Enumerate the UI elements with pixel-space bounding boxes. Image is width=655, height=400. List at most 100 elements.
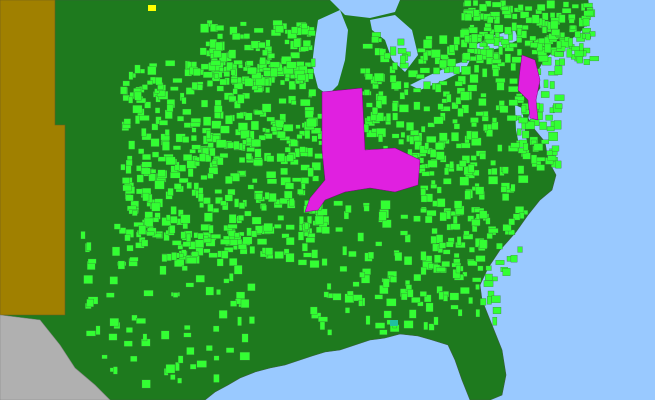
county bbox=[230, 300, 237, 307]
county bbox=[135, 115, 140, 125]
county bbox=[159, 265, 167, 275]
county bbox=[133, 222, 144, 227]
county bbox=[508, 99, 518, 106]
county bbox=[300, 99, 311, 107]
county bbox=[177, 355, 184, 364]
county bbox=[240, 299, 250, 308]
county bbox=[95, 325, 101, 335]
county bbox=[244, 112, 253, 121]
county bbox=[490, 11, 501, 17]
county bbox=[172, 78, 183, 83]
county bbox=[301, 243, 308, 252]
county bbox=[533, 143, 544, 151]
county bbox=[177, 115, 184, 122]
county bbox=[203, 248, 211, 254]
county bbox=[375, 100, 382, 109]
county bbox=[468, 26, 478, 34]
county bbox=[200, 175, 208, 180]
county bbox=[252, 178, 258, 184]
county bbox=[290, 139, 298, 147]
county bbox=[561, 8, 572, 14]
county bbox=[471, 33, 478, 43]
county bbox=[467, 84, 478, 92]
county bbox=[502, 224, 512, 232]
county bbox=[409, 309, 417, 319]
county bbox=[530, 42, 538, 48]
county bbox=[227, 188, 236, 196]
county bbox=[374, 294, 383, 300]
county bbox=[493, 37, 500, 46]
county bbox=[383, 310, 392, 319]
county bbox=[510, 142, 520, 149]
county bbox=[403, 320, 414, 329]
county bbox=[486, 233, 493, 239]
county bbox=[462, 52, 471, 61]
county bbox=[244, 210, 252, 217]
county bbox=[321, 258, 328, 266]
county bbox=[517, 246, 523, 253]
county bbox=[495, 260, 505, 265]
county bbox=[86, 298, 94, 308]
county bbox=[536, 164, 545, 171]
county bbox=[520, 11, 530, 19]
county bbox=[267, 53, 275, 59]
county bbox=[154, 180, 165, 190]
county bbox=[215, 197, 223, 204]
county bbox=[314, 153, 324, 159]
county bbox=[482, 68, 488, 78]
county bbox=[491, 58, 502, 64]
county bbox=[491, 1, 502, 8]
county bbox=[266, 178, 277, 185]
county bbox=[193, 68, 201, 76]
county bbox=[280, 167, 288, 175]
county bbox=[265, 128, 270, 133]
county bbox=[400, 55, 406, 64]
county bbox=[536, 4, 546, 12]
county bbox=[203, 197, 211, 205]
county bbox=[270, 67, 278, 77]
county bbox=[218, 67, 224, 72]
county bbox=[214, 189, 223, 194]
county bbox=[211, 120, 222, 129]
county bbox=[391, 102, 398, 112]
county bbox=[170, 172, 181, 179]
county bbox=[475, 255, 486, 262]
county bbox=[289, 198, 295, 207]
county bbox=[440, 54, 449, 60]
county bbox=[117, 260, 125, 270]
county bbox=[423, 106, 431, 112]
county bbox=[441, 261, 450, 268]
county bbox=[371, 32, 381, 38]
county bbox=[159, 120, 168, 126]
county bbox=[436, 234, 444, 244]
county bbox=[449, 292, 460, 301]
county bbox=[583, 59, 590, 65]
county bbox=[276, 131, 286, 139]
county bbox=[233, 265, 243, 275]
county bbox=[514, 96, 525, 101]
county bbox=[378, 91, 384, 97]
county bbox=[191, 81, 198, 90]
county bbox=[439, 35, 448, 45]
county bbox=[589, 56, 599, 62]
county bbox=[193, 182, 199, 190]
county bbox=[362, 43, 373, 49]
county bbox=[522, 152, 531, 160]
county bbox=[297, 74, 306, 81]
county bbox=[511, 22, 517, 32]
county bbox=[569, 25, 577, 30]
county bbox=[484, 38, 495, 44]
county bbox=[501, 6, 509, 11]
county bbox=[392, 112, 398, 121]
county bbox=[453, 123, 460, 130]
county bbox=[299, 216, 304, 225]
county bbox=[542, 26, 547, 34]
county bbox=[443, 178, 452, 185]
county bbox=[477, 265, 484, 272]
county bbox=[585, 33, 591, 41]
county bbox=[521, 105, 527, 113]
county bbox=[428, 323, 435, 331]
county bbox=[430, 184, 438, 189]
county bbox=[283, 124, 294, 132]
